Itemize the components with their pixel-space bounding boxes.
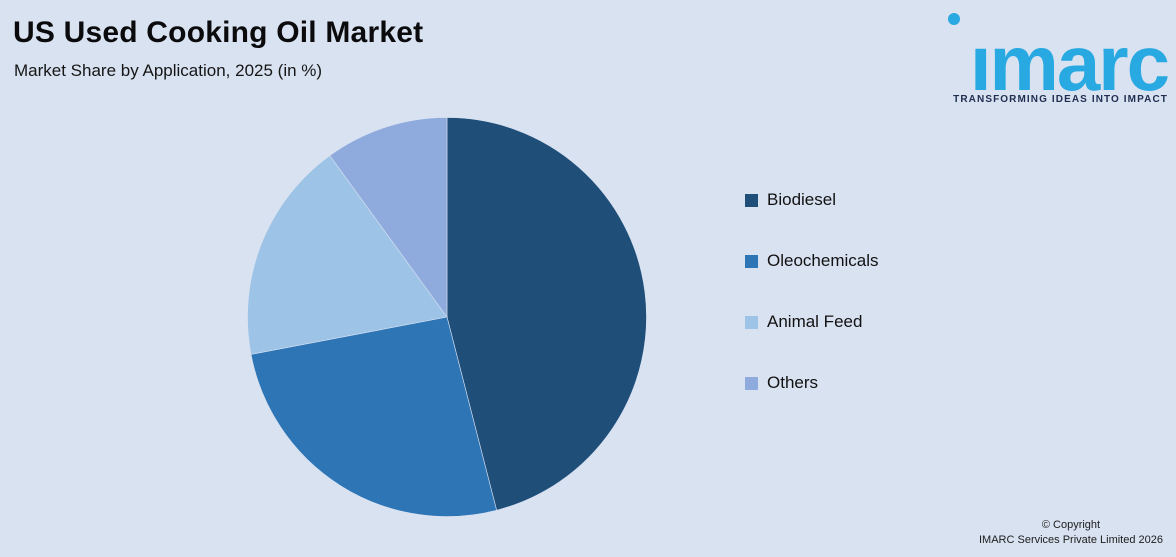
page-subtitle: Market Share by Application, 2025 (in %): [14, 61, 323, 80]
legend: Biodiesel Oleochemicals Animal Feed Others: [745, 188, 879, 395]
legend-label: Others: [767, 373, 819, 392]
copyright-line2: IMARC Services Private Limited 2026: [978, 534, 1163, 546]
legend-label: Biodiesel: [767, 190, 836, 209]
legend-item: Others: [745, 371, 879, 395]
page-title: US Used Cooking Oil Market: [13, 16, 424, 49]
legend-label: Oleochemicals: [767, 251, 879, 270]
legend-swatch: [745, 193, 758, 207]
pie-slice-animal-feed: [247, 155, 448, 355]
legend-item: Oleochemicals: [745, 249, 879, 273]
pie-slice-oleochemicals: [250, 316, 497, 517]
legend-swatch: [745, 376, 758, 390]
legend-label: Animal Feed: [767, 312, 863, 331]
copyright-line1: © Copyright: [1041, 519, 1101, 531]
pie-chart-area: [247, 117, 647, 517]
legend-item: Animal Feed: [745, 310, 879, 334]
logo-dot-icon: [948, 13, 960, 25]
pie-slice-biodiesel: [446, 117, 647, 511]
legend-swatch: [745, 315, 758, 329]
imarc-logo: ımarc TRANSFORMING IDEAS INTO IMPACT: [944, 8, 1170, 107]
pie-chart: [247, 117, 647, 517]
legend-swatch: [745, 254, 758, 268]
pie-slice-others: [329, 117, 448, 318]
logo-tagline: TRANSFORMING IDEAS INTO IMPACT: [953, 94, 1168, 105]
legend-item: Biodiesel: [745, 188, 879, 212]
logo-wordmark: ımarc: [969, 19, 1170, 107]
copyright-footer: © Copyright IMARC Services Private Limit…: [979, 518, 1163, 548]
